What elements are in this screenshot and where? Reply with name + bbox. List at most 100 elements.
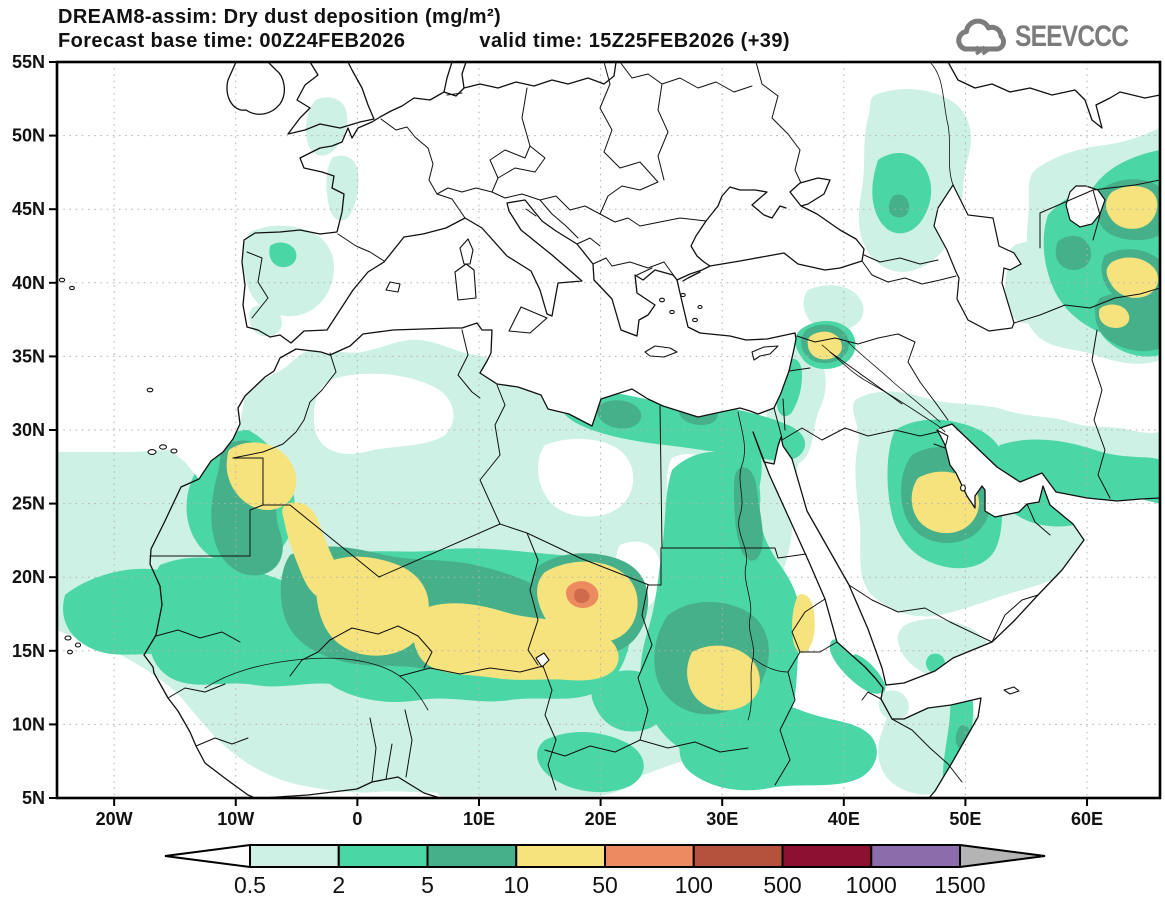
sea-persian-gulf [937, 424, 1043, 517]
colorbar-value-label: 0.5 [234, 872, 266, 898]
y-tick-label: 5N [22, 788, 45, 808]
fill-yellow-sudan [687, 645, 760, 711]
country-borders [149, 62, 1160, 791]
geography-line-layer [58, 62, 1160, 798]
y-tick-label: 20N [12, 567, 45, 587]
coastline-denmark [443, 62, 467, 97]
y-tick-label: 10N [12, 714, 45, 734]
valid-time: valid time: 15Z25FEB2026 (+39) [479, 30, 790, 52]
y-tick-label: 45N [12, 199, 45, 219]
colorbar-value-label: 10 [503, 872, 529, 898]
coastline-britain [287, 62, 375, 135]
colorbar-value-label: 500 [763, 872, 801, 898]
island-socotra [1003, 686, 1020, 695]
seevccc-logo: SEEVCCC [951, 16, 1153, 58]
island-cyprus [751, 345, 779, 361]
y-tick-label: 50N [12, 126, 45, 146]
fill-yellow-mali-niger [316, 556, 429, 656]
map-subtitle: Forecast base time: 00Z24FEB2026 valid ti… [58, 30, 790, 53]
fill-yellow-ne-c [1099, 304, 1130, 328]
fill-green-nw-spain-core [269, 242, 297, 268]
colorbar-value-label: 5 [421, 872, 434, 898]
fill-yellow-morocco-tiny [235, 445, 250, 460]
coastline-kazakh-north [947, 62, 1160, 129]
coastline-black-sea [676, 177, 865, 282]
island-mallorca [385, 281, 401, 293]
x-axis: 20W 10W 0 10E 20E 30E 40E 50E 60E [96, 798, 1103, 829]
river-euphrates [821, 344, 946, 433]
x-tick-label: 0 [352, 809, 362, 829]
fill-green-cameroon [537, 731, 644, 793]
sea-caspian [933, 183, 1022, 332]
colorbar-box [249, 844, 340, 868]
colorbar-value-label: 1000 [846, 872, 897, 898]
y-tick-label: 40N [12, 273, 45, 293]
colorbar-box [515, 844, 606, 868]
river-tigris [847, 341, 941, 423]
colorbar-box [604, 844, 695, 868]
forecast-base-time: Forecast base time: 00Z24FEB2026 [58, 30, 406, 52]
colorbar-value-label: 1500 [934, 872, 985, 898]
y-tick-label: 15N [12, 641, 45, 661]
island-sardinia [454, 263, 477, 301]
x-tick-label: 10W [217, 809, 254, 829]
sea-mediterranean [291, 200, 796, 426]
hole-white-c-libya [538, 438, 634, 517]
colorbar-box [337, 844, 429, 868]
colorbar-box [426, 844, 518, 868]
y-axis: 55N 50N 45N 40N 35N 30N 25N 20N 15N 10N 5N [12, 52, 57, 808]
fill-dark-libya-coast-a [596, 400, 642, 429]
map-title: DREAM8-assim: Dry dust deposition (mg/m²… [58, 6, 502, 28]
colorbar-box [781, 844, 873, 868]
fill-pale-east-turkey [803, 285, 864, 331]
sea-mask-layer [57, 62, 1160, 798]
lake-chad [535, 652, 550, 668]
coastline-horn-of-africa [880, 687, 982, 798]
fill-dark-ne-center [1055, 235, 1092, 270]
x-tick-label: 40E [828, 809, 860, 829]
logo-text: SEEVCCC [1014, 20, 1129, 53]
fill-yellow-redsea-sliver [792, 594, 815, 654]
coastline-baltic [463, 62, 617, 89]
river-niger [204, 657, 429, 711]
x-tick-label: 20W [96, 809, 133, 829]
coastline-ireland [226, 62, 286, 115]
fill-pale-aden [878, 690, 909, 720]
sea-atlantic-north [57, 62, 291, 479]
sea-arabian [881, 473, 1160, 798]
x-tick-label: 50E [949, 809, 981, 829]
fill-yellow-ne-a [1106, 186, 1158, 229]
fill-yellow-ne-b [1106, 257, 1159, 298]
river-nile [737, 411, 789, 721]
island-canaries [147, 444, 178, 455]
fill-pale-s-portugal [249, 304, 282, 337]
colorbar-value-label: 2 [332, 872, 345, 898]
fill-green-bab-crossing [852, 654, 886, 694]
fill-pale-nw-spain [242, 225, 334, 317]
island-sicily [508, 306, 548, 334]
y-tick-label: 55N [12, 52, 45, 72]
fill-pale-irish-sea [306, 97, 348, 156]
coastline-iran [939, 423, 1160, 502]
cloud-logo-icon [956, 18, 1006, 56]
island-corsica [459, 238, 474, 265]
island-aegean-dots [659, 292, 703, 323]
island-cape-verde [64, 635, 82, 655]
y-tick-label: 25N [12, 494, 45, 514]
x-tick-label: 30E [706, 809, 738, 829]
colorbar-arrow-below [164, 843, 251, 869]
fill-pale-biscay [326, 155, 359, 221]
y-tick-label: 35N [12, 346, 45, 366]
x-tick-label: 20E [585, 809, 617, 829]
y-tick-label: 30N [12, 420, 45, 440]
x-tick-label: 60E [1071, 809, 1103, 829]
colorbar-box [870, 844, 961, 868]
island-crete [644, 345, 678, 358]
fill-green-south-sudan [679, 699, 877, 791]
sea-red-sea [753, 432, 886, 688]
gridline-layer [57, 62, 1160, 798]
x-tick-label: 10E [463, 809, 495, 829]
fill-green-chad-sudan-join [591, 670, 667, 732]
